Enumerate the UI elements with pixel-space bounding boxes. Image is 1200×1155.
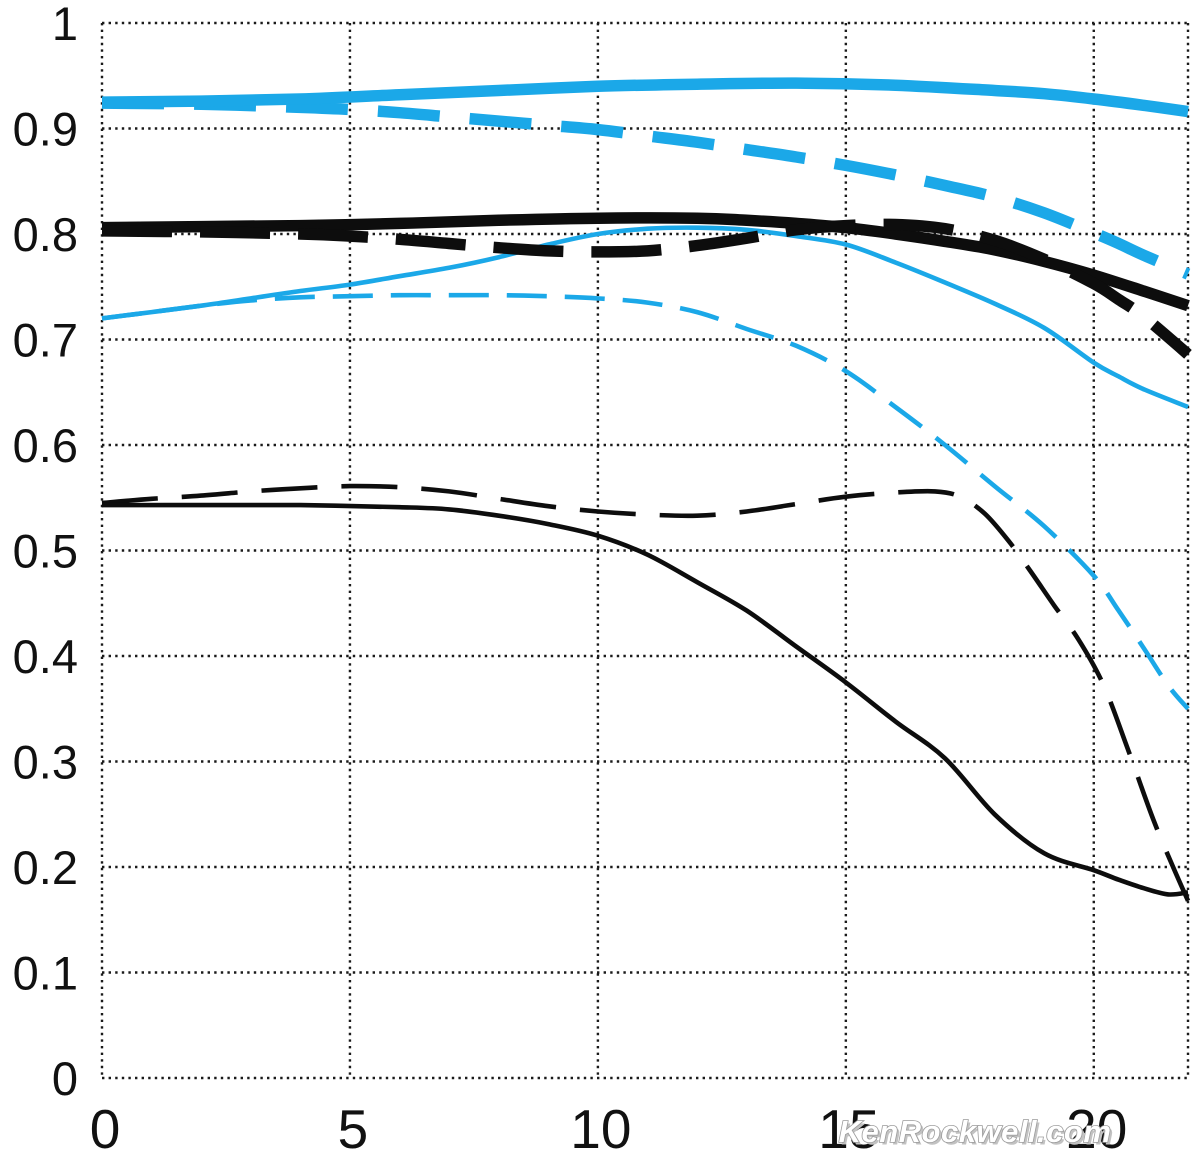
y-tick-label: 0.8 bbox=[13, 208, 78, 261]
curve-thick-cyan-solid bbox=[101, 77, 1189, 118]
x-tick-label: 5 bbox=[338, 1098, 369, 1155]
y-tick-label: 0.6 bbox=[13, 419, 78, 472]
y-axis-labels: 1 0.9 0.8 0.7 0.6 0.5 0.4 0.3 0.2 0.1 0 bbox=[13, 0, 78, 1105]
curves bbox=[101, 77, 1192, 902]
y-tick-label: 0.2 bbox=[13, 841, 78, 894]
x-tick-label: 10 bbox=[570, 1098, 631, 1155]
curve-thin-black-dashed bbox=[101, 483, 1191, 902]
watermark-shadow: KenRockwell.com bbox=[841, 1117, 1114, 1152]
gridlines bbox=[100, 21, 1190, 1080]
curve-thin-black-solid bbox=[101, 502, 1189, 897]
y-tick-label: 0.7 bbox=[13, 314, 78, 367]
y-tick-label: 0.5 bbox=[13, 525, 78, 578]
curve-thick-black-dashed bbox=[101, 218, 1192, 359]
curve-thick-cyan-dashed bbox=[101, 97, 1191, 280]
y-tick-label: 0.9 bbox=[13, 103, 78, 156]
y-tick-label: 0.3 bbox=[13, 736, 78, 789]
y-tick-label: 0.4 bbox=[13, 630, 78, 683]
watermark: KenRockwell.com bbox=[839, 1114, 1112, 1149]
y-tick-label: 0 bbox=[52, 1052, 78, 1105]
x-axis-labels: 0 5 10 15 20 bbox=[90, 1098, 1128, 1155]
curve-thin-cyan-dashed bbox=[101, 292, 1190, 711]
curve-thin-cyan-solid bbox=[101, 225, 1189, 410]
x-tick-label: 20 bbox=[1066, 1098, 1127, 1155]
y-tick-label: 1 bbox=[52, 0, 78, 50]
curve-thick-black-solid bbox=[101, 212, 1190, 312]
y-tick-label: 0.1 bbox=[13, 947, 78, 1000]
x-tick-label: 0 bbox=[90, 1098, 121, 1155]
x-tick-label: 15 bbox=[818, 1098, 879, 1155]
